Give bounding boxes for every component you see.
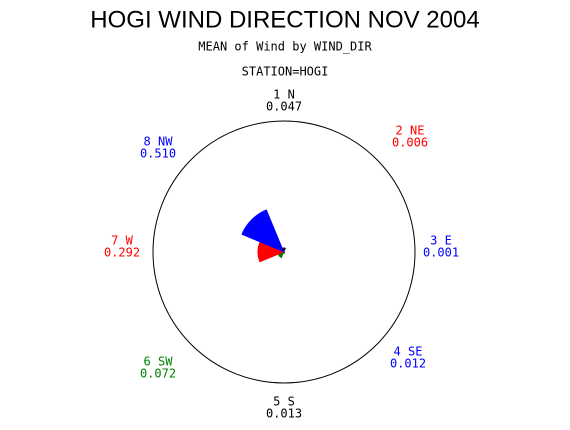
value-label: 0.072 (140, 367, 176, 381)
value-label: 0.510 (140, 147, 176, 161)
direction-label: 6 SW (144, 355, 174, 369)
direction-label: 3 E (430, 234, 452, 248)
chart-subtitle: MEAN of Wind by WIND_DIR (198, 40, 372, 54)
value-label: 0.012 (390, 357, 426, 371)
value-label: 0.013 (266, 407, 302, 421)
direction-label: 4 SE (394, 345, 423, 359)
direction-label: 2 NE (396, 124, 425, 138)
direction-label: 1 N (273, 88, 295, 102)
value-label: 0.292 (104, 246, 140, 260)
outer-circle (152, 120, 416, 384)
wedge (241, 209, 285, 253)
direction-label: 5 S (273, 395, 295, 409)
direction-label: 7 W (111, 234, 133, 248)
value-label: 0.006 (392, 136, 428, 150)
value-label: 0.047 (266, 100, 302, 114)
chart-title: HOGI WIND DIRECTION NOV 2004 (90, 6, 479, 33)
station-label: STATION=HOGI (242, 65, 329, 79)
direction-label: 8 NW (144, 135, 174, 149)
value-label: 0.001 (423, 246, 459, 260)
